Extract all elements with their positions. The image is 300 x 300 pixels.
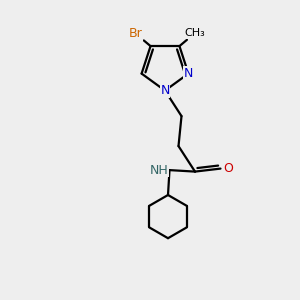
Text: CH₃: CH₃ <box>184 28 205 38</box>
Text: Br: Br <box>129 27 142 40</box>
Text: NH: NH <box>149 164 168 177</box>
Text: O: O <box>224 162 233 175</box>
Text: N: N <box>160 84 170 97</box>
Text: N: N <box>184 67 193 80</box>
